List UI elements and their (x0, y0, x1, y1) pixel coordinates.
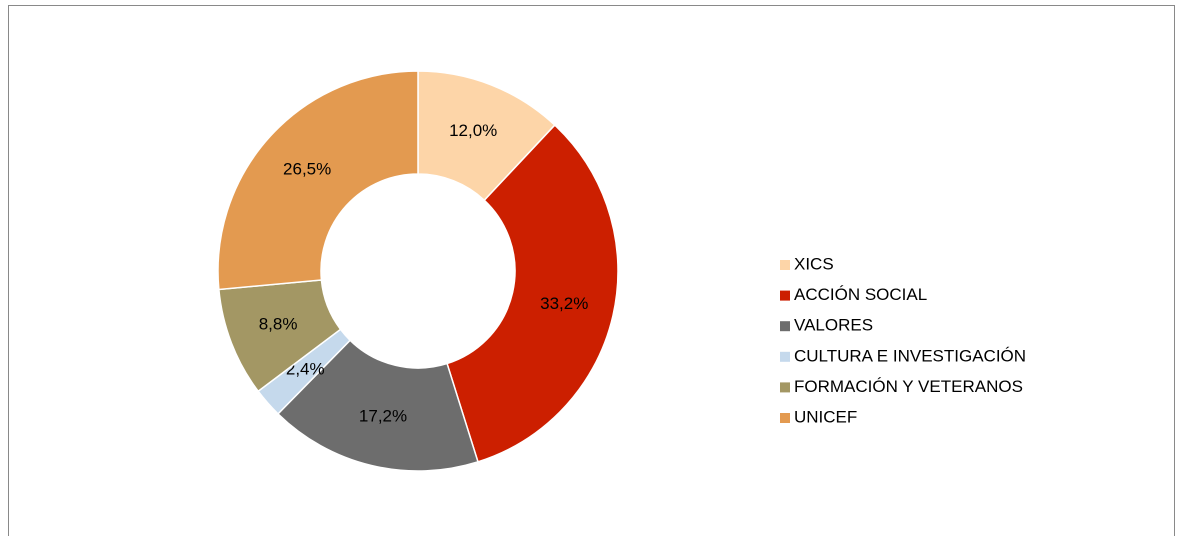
legend-label: VALORES (794, 316, 873, 335)
legend-swatch (780, 290, 790, 301)
legend-swatch (780, 351, 790, 362)
legend-swatch (780, 413, 790, 423)
legend-swatch (780, 321, 790, 332)
donut-segment (217, 70, 419, 291)
legend-label: UNICEF (794, 407, 857, 426)
legend-swatch (780, 260, 790, 270)
data-label: 26,5% (283, 159, 331, 178)
data-label: 2,4% (286, 359, 325, 378)
data-label: 12,0% (449, 121, 497, 140)
data-label: 17,2% (359, 406, 407, 425)
legend-label: ACCIÓN SOCIAL (794, 285, 927, 304)
donut-segment (446, 124, 619, 463)
legend-label: FORMACIÓN Y VETERANOS (794, 377, 1023, 396)
data-label: 33,2% (540, 294, 588, 313)
donut-segment (276, 339, 479, 472)
legend-label: XICS (794, 254, 834, 273)
legend-label: CULTURA E INVESTIGACIÓN (794, 346, 1026, 365)
data-label: 8,8% (259, 315, 298, 334)
legend-swatch (780, 382, 790, 393)
